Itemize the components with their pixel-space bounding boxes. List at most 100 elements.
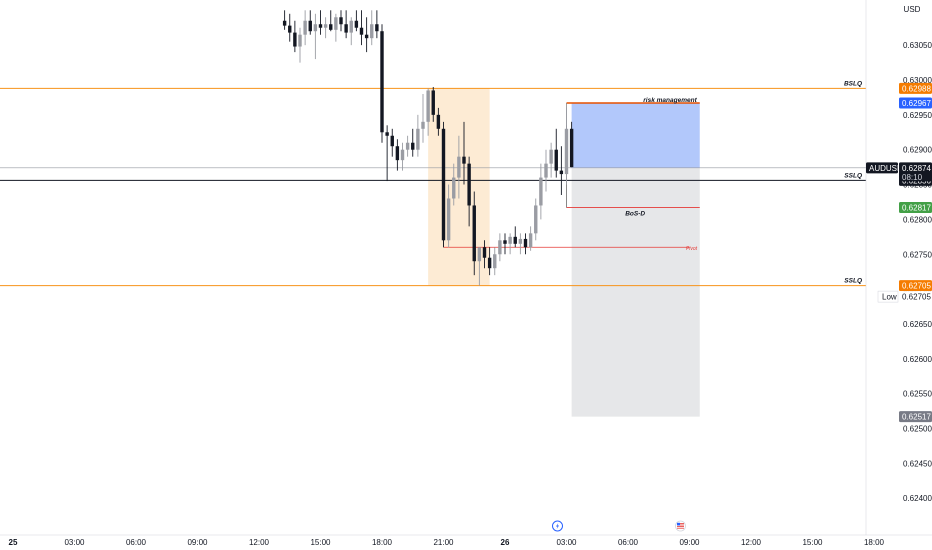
- candle-body-1: [288, 25, 292, 33]
- candle-53[interactable]: [554, 128, 558, 178]
- time-tick-label: 09:00: [679, 538, 700, 547]
- candle-47[interactable]: [523, 233, 528, 255]
- candle-24[interactable]: [405, 135, 410, 157]
- candle-40[interactable]: [487, 247, 492, 276]
- bos-price-tag-bg[interactable]: [899, 202, 932, 214]
- candle-6[interactable]: [313, 13, 318, 60]
- position-loss-zone[interactable]: [571, 167, 700, 417]
- candle-2[interactable]: [293, 20, 297, 53]
- candle-19[interactable]: [380, 24, 384, 143]
- candle-35[interactable]: [462, 121, 466, 185]
- candle-body-25: [411, 142, 415, 150]
- candle-38[interactable]: [477, 247, 482, 286]
- candle-42[interactable]: [498, 233, 502, 262]
- candle-37[interactable]: [472, 191, 476, 276]
- candle-52[interactable]: [549, 142, 553, 178]
- candle-body-40: [487, 257, 492, 269]
- candle-12[interactable]: [344, 10, 348, 39]
- candle-0[interactable]: [282, 10, 287, 30]
- candle-8[interactable]: [323, 17, 328, 39]
- candle-9[interactable]: [329, 10, 333, 32]
- current-price-tag[interactable]: 0.62874: [902, 164, 931, 173]
- candle-11[interactable]: [339, 10, 343, 32]
- time-tick-label: 12:00: [741, 538, 762, 547]
- candle-10[interactable]: [334, 13, 338, 42]
- candle-20[interactable]: [385, 125, 389, 182]
- price-tick-label: 0.63050: [903, 41, 932, 50]
- position-profit-zone[interactable]: [571, 103, 700, 168]
- level-tag-0[interactable]: 0.62988: [902, 84, 931, 93]
- candle-23[interactable]: [400, 142, 405, 171]
- candle-26[interactable]: [416, 114, 420, 157]
- time-tick-label: 09:00: [187, 538, 208, 547]
- candle-body-13: [349, 20, 353, 33]
- candle-49[interactable]: [534, 198, 538, 241]
- symbol-tag-bg[interactable]: [866, 162, 898, 174]
- time-axis-ticks[interactable]: 25 03:00 06:00 09:00 12:00 15:00 18:00 21:00 26 0…: [9, 538, 885, 547]
- candle-32[interactable]: [446, 184, 451, 248]
- price-tick-label: 0.62450: [903, 459, 932, 468]
- candle-body-5: [308, 20, 312, 32]
- candle-body-7: [318, 24, 323, 28]
- candle-30[interactable]: [436, 107, 441, 136]
- candle-29[interactable]: [431, 86, 435, 122]
- candle-56[interactable]: [569, 121, 574, 168]
- candle-39[interactable]: [482, 240, 487, 269]
- level-tag-2[interactable]: 0.62705: [902, 282, 931, 291]
- candle-31[interactable]: [441, 121, 446, 248]
- candle-46[interactable]: [518, 233, 523, 255]
- price-tick-label: 0.63000: [903, 76, 932, 85]
- candle-33[interactable]: [452, 163, 456, 206]
- candle-16[interactable]: [364, 17, 369, 53]
- candle-27[interactable]: [421, 93, 425, 143]
- low-tag[interactable]: Low: [882, 293, 897, 302]
- symbol-tag[interactable]: AUDUSD: [869, 164, 903, 173]
- candle-22[interactable]: [395, 139, 400, 171]
- candle-50[interactable]: [539, 163, 543, 220]
- candle-21[interactable]: [390, 128, 394, 157]
- candle-48[interactable]: [528, 226, 533, 251]
- candle-5[interactable]: [308, 10, 312, 35]
- low-tag-bg[interactable]: [877, 290, 899, 303]
- target-price-tag[interactable]: 0.62967: [902, 99, 931, 108]
- candle-34[interactable]: [457, 135, 461, 199]
- candle-45[interactable]: [513, 226, 517, 248]
- currency-label[interactable]: USD: [904, 5, 921, 14]
- candle-36[interactable]: [467, 156, 471, 227]
- stop-price-tag[interactable]: 0.62517: [902, 413, 931, 422]
- events-layer[interactable]: [552, 520, 686, 532]
- level-tag-2-bg[interactable]: [899, 280, 932, 292]
- lightning-icon[interactable]: [552, 520, 563, 532]
- candle-51[interactable]: [544, 149, 548, 192]
- target-price-tag-bg[interactable]: [899, 97, 932, 109]
- pivot-label: Pivot: [686, 246, 698, 252]
- candle-28[interactable]: [426, 88, 430, 136]
- candle-14[interactable]: [354, 10, 359, 32]
- candle-54[interactable]: [559, 146, 564, 196]
- candle-3[interactable]: [298, 27, 302, 63]
- level-tag-0-bg[interactable]: [899, 82, 932, 94]
- candle-body-32: [446, 198, 451, 241]
- candle-41[interactable]: [493, 247, 497, 276]
- us-flag-icon[interactable]: [675, 520, 686, 532]
- current-price-tag-bg[interactable]: [899, 162, 932, 182]
- candle-13[interactable]: [349, 17, 353, 46]
- candle-17[interactable]: [370, 10, 374, 46]
- candle-25[interactable]: [411, 128, 415, 157]
- candle-15[interactable]: [359, 10, 364, 46]
- candle-body-54: [559, 170, 564, 175]
- candle-44[interactable]: [508, 233, 512, 255]
- bos-price-tag[interactable]: 0.62817: [902, 204, 931, 213]
- price-tick-label: 0.62500: [903, 425, 932, 434]
- candle-body-50: [539, 177, 543, 206]
- candle-7[interactable]: [318, 10, 323, 35]
- stop-price-tag-bg[interactable]: [899, 411, 932, 423]
- candles-layer[interactable]: [282, 10, 574, 286]
- candle-body-42: [498, 240, 502, 255]
- candle-43[interactable]: [503, 233, 507, 255]
- candle-18[interactable]: [375, 10, 379, 39]
- candle-4[interactable]: [303, 10, 307, 46]
- candle-1[interactable]: [288, 13, 292, 42]
- candle-55[interactable]: [564, 107, 569, 185]
